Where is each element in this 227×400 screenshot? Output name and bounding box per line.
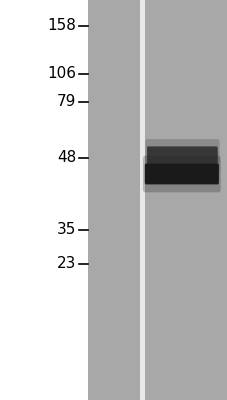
FancyBboxPatch shape — [144, 164, 218, 184]
FancyBboxPatch shape — [146, 146, 217, 166]
Text: 35: 35 — [57, 222, 76, 238]
FancyBboxPatch shape — [142, 156, 220, 192]
Bar — [140, 0, 144, 400]
Bar — [144, 0, 227, 400]
Text: 106: 106 — [47, 66, 76, 82]
Text: 158: 158 — [47, 18, 76, 34]
Text: 23: 23 — [57, 256, 76, 272]
Text: 79: 79 — [57, 94, 76, 110]
FancyBboxPatch shape — [145, 139, 219, 173]
Text: 48: 48 — [57, 150, 76, 166]
Bar — [87, 0, 140, 400]
